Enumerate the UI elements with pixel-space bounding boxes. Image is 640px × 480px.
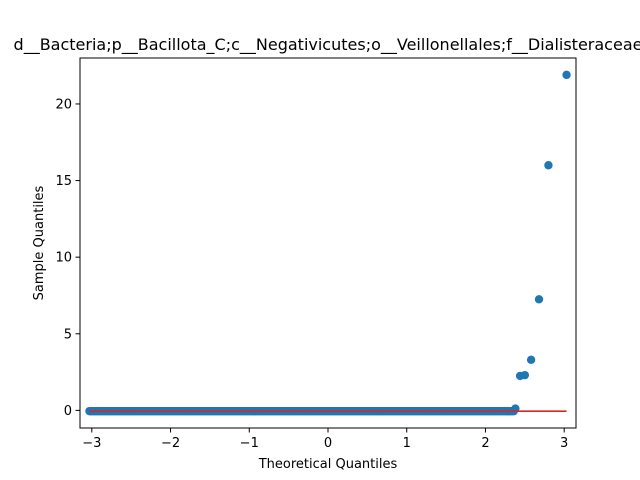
x-axis-label: Theoretical Quantiles bbox=[258, 457, 398, 472]
data-point bbox=[544, 161, 553, 170]
x-tick-label: 1 bbox=[403, 436, 411, 451]
y-tick-label: 20 bbox=[55, 97, 72, 112]
y-tick-label: 15 bbox=[55, 174, 72, 189]
y-tick-label: 5 bbox=[64, 327, 72, 342]
chart-title: d__Bacteria;p__Bacillota_C;c__Negativicu… bbox=[14, 35, 640, 55]
x-tick-label: −1 bbox=[240, 436, 259, 451]
x-tick-label: −2 bbox=[161, 436, 180, 451]
data-point bbox=[562, 70, 571, 80]
data-point bbox=[534, 295, 544, 304]
x-tick-label: −3 bbox=[82, 436, 101, 451]
x-axis-ticks: −3 −2 −1 0 1 2 3 bbox=[82, 428, 568, 451]
y-tick-label: 10 bbox=[55, 251, 72, 266]
y-axis-ticks: 0 5 10 15 20 bbox=[55, 97, 80, 419]
y-axis-label: Sample Quantiles bbox=[32, 185, 47, 300]
x-tick-label: 3 bbox=[560, 436, 568, 451]
x-tick-label: 0 bbox=[324, 436, 332, 451]
data-point bbox=[520, 370, 530, 380]
x-tick-label: 2 bbox=[481, 436, 489, 451]
data-point bbox=[526, 355, 536, 365]
y-tick-label: 0 bbox=[64, 404, 72, 419]
